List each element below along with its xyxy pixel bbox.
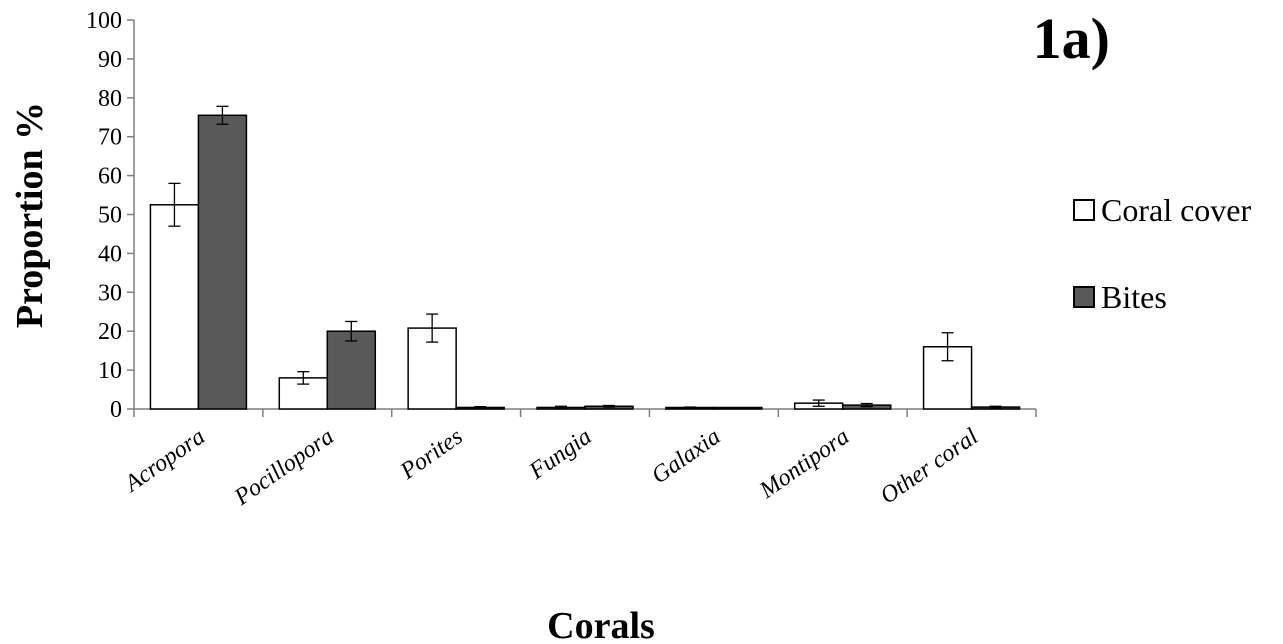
error-bars xyxy=(168,105,1002,410)
error-bar-bites-porites xyxy=(474,406,487,409)
legend-swatch-bites xyxy=(1073,286,1095,308)
y-tick-label: 100 xyxy=(86,8,122,34)
legend-item-bites: Bites xyxy=(1073,279,1167,315)
error-bar-bites-montipora xyxy=(860,402,873,408)
error-bar-bites-galaxia xyxy=(731,407,744,410)
category-label-fungia: Fungia xyxy=(524,424,597,486)
error-bar-coral-cover-pocillopora xyxy=(297,371,310,385)
error-bar-coral-cover-fungia xyxy=(555,405,567,410)
category-label-galaxia: Galaxia xyxy=(647,424,725,490)
y-tick-label: 70 xyxy=(98,125,122,151)
y-tick-label: 40 xyxy=(98,241,122,267)
legend-item-coral-cover: Coral cover xyxy=(1073,192,1252,228)
category-labels: Acropora Pocillopora Porites Fungia Galaxia M… xyxy=(119,423,984,511)
bar-bites-pocillopora xyxy=(326,330,377,410)
category-label-pocillopora: Pocillopora xyxy=(229,424,339,512)
error-bar-coral-cover-montipora xyxy=(812,399,825,407)
legend-swatch-coral-cover xyxy=(1073,199,1095,221)
legend-label-bites: Bites xyxy=(1101,279,1167,315)
y-tick-label: 90 xyxy=(98,47,122,73)
error-bar-coral-cover-other-coral xyxy=(941,332,954,362)
error-bar-coral-cover-galaxia xyxy=(683,406,696,410)
error-bar-coral-cover-acropora xyxy=(168,182,181,227)
y-tick-label: 80 xyxy=(98,86,122,112)
error-bar-bites-pocillopora xyxy=(345,320,358,342)
bar-bites-acropora xyxy=(197,114,248,410)
y-axis-title: Proportion % xyxy=(9,102,51,328)
y-tick-label: 0 xyxy=(110,397,122,423)
error-bar-bites-other-coral xyxy=(989,405,1002,409)
error-bar-coral-cover-porites xyxy=(426,313,439,343)
x-axis-title: Corals xyxy=(547,605,655,644)
y-tick-label: 30 xyxy=(98,280,122,306)
y-tick-label: 50 xyxy=(98,203,122,229)
category-label-acropora: Acropora xyxy=(119,424,210,499)
y-tick-label: 10 xyxy=(98,358,122,384)
legend: Coral cover Bites xyxy=(1073,192,1252,315)
panel-label: 1a) xyxy=(1033,6,1110,71)
category-label-other-coral: Other coral xyxy=(876,423,983,509)
category-label-montipora: Montipora xyxy=(754,424,854,505)
bars xyxy=(149,114,1021,410)
y-ticks: 0 10 20 30 40 50 60 70 80 90 100 xyxy=(86,8,134,423)
axes xyxy=(133,20,1037,417)
legend-label-coral-cover: Coral cover xyxy=(1101,192,1252,228)
category-label-porites: Porites xyxy=(395,424,468,486)
bar-coral-cover-acropora xyxy=(149,204,200,410)
y-tick-label: 60 xyxy=(98,164,122,190)
error-bar-bites-acropora xyxy=(216,105,229,125)
y-tick-label: 20 xyxy=(98,319,122,345)
error-bar-bites-fungia xyxy=(603,404,615,408)
